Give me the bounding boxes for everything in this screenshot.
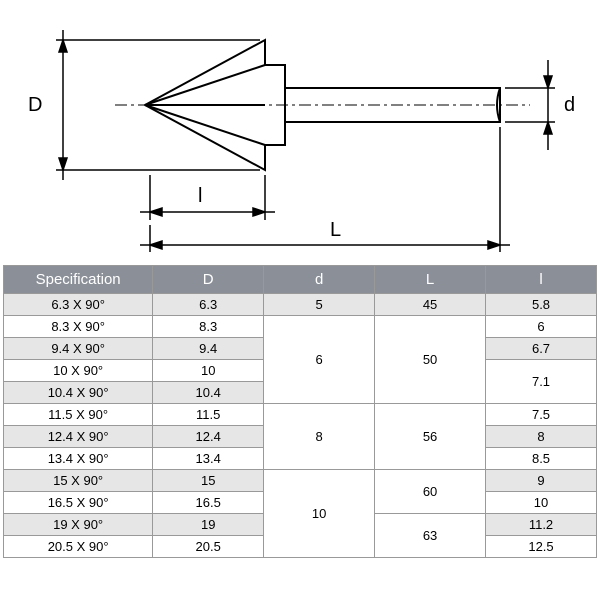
cell-l: 10 — [486, 492, 597, 514]
cell-spec: 12.4 X 90° — [4, 426, 153, 448]
cell-d: 6 — [264, 316, 375, 404]
specification-table-area: Specification D d L l 6.3 X 90°6.35455.8… — [0, 265, 600, 558]
cell-l: 6.7 — [486, 338, 597, 360]
cell-d: 10 — [264, 470, 375, 558]
cell-l: 8.5 — [486, 448, 597, 470]
col-D: D — [153, 266, 264, 294]
col-specification: Specification — [4, 266, 153, 294]
cell-spec: 13.4 X 90° — [4, 448, 153, 470]
table-row: 6.3 X 90°6.35455.8 — [4, 294, 597, 316]
cell-D: 6.3 — [153, 294, 264, 316]
cell-l: 6 — [486, 316, 597, 338]
countersink-drawing — [0, 0, 600, 265]
col-L: L — [375, 266, 486, 294]
table-row: 11.5 X 90°11.58567.5 — [4, 404, 597, 426]
cell-d: 8 — [264, 404, 375, 470]
cell-l: 9 — [486, 470, 597, 492]
cell-spec: 9.4 X 90° — [4, 338, 153, 360]
cell-D: 9.4 — [153, 338, 264, 360]
cell-D: 13.4 — [153, 448, 264, 470]
cell-D: 11.5 — [153, 404, 264, 426]
cell-spec: 8.3 X 90° — [4, 316, 153, 338]
label-l: l — [198, 185, 202, 208]
cell-spec: 10.4 X 90° — [4, 382, 153, 404]
cell-D: 8.3 — [153, 316, 264, 338]
table-header-row: Specification D d L l — [4, 266, 597, 294]
technical-diagram: D d l L — [0, 0, 600, 265]
cell-l: 7.1 — [486, 360, 597, 404]
cell-l: 7.5 — [486, 404, 597, 426]
label-D: D — [28, 94, 42, 117]
cell-D: 10.4 — [153, 382, 264, 404]
cell-L: 56 — [375, 404, 486, 470]
cell-D: 19 — [153, 514, 264, 536]
cell-spec: 15 X 90° — [4, 470, 153, 492]
cell-spec: 6.3 X 90° — [4, 294, 153, 316]
cell-D: 16.5 — [153, 492, 264, 514]
specification-table: Specification D d L l 6.3 X 90°6.35455.8… — [3, 265, 597, 558]
cell-l: 12.5 — [486, 536, 597, 558]
cell-D: 10 — [153, 360, 264, 382]
label-d: d — [564, 94, 575, 117]
cell-d: 5 — [264, 294, 375, 316]
cell-D: 20.5 — [153, 536, 264, 558]
col-d: d — [264, 266, 375, 294]
cell-L: 60 — [375, 470, 486, 514]
table-row: 8.3 X 90°8.36506 — [4, 316, 597, 338]
cell-l: 11.2 — [486, 514, 597, 536]
col-l: l — [486, 266, 597, 294]
cell-spec: 10 X 90° — [4, 360, 153, 382]
cell-spec: 19 X 90° — [4, 514, 153, 536]
cell-D: 12.4 — [153, 426, 264, 448]
table-body: 6.3 X 90°6.35455.88.3 X 90°8.365069.4 X … — [4, 294, 597, 558]
cell-L: 63 — [375, 514, 486, 558]
cell-D: 15 — [153, 470, 264, 492]
label-L: L — [330, 219, 341, 242]
cell-l: 5.8 — [486, 294, 597, 316]
cell-l: 8 — [486, 426, 597, 448]
cell-L: 50 — [375, 316, 486, 404]
cell-spec: 20.5 X 90° — [4, 536, 153, 558]
table-row: 15 X 90°1510609 — [4, 470, 597, 492]
cell-L: 45 — [375, 294, 486, 316]
cell-spec: 11.5 X 90° — [4, 404, 153, 426]
cell-spec: 16.5 X 90° — [4, 492, 153, 514]
